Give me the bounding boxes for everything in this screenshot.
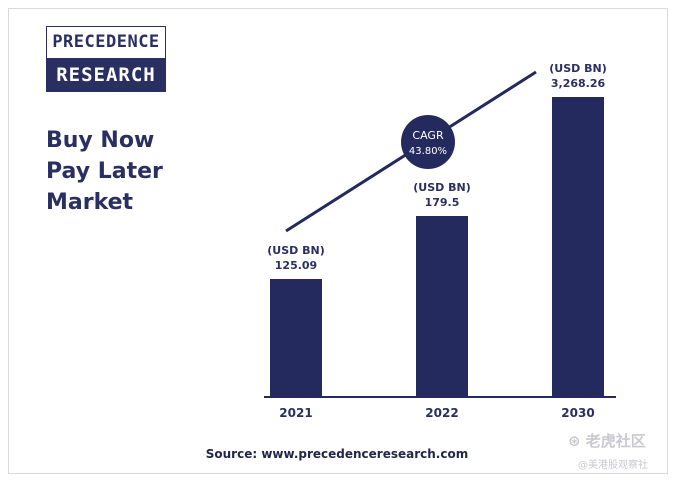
title-line-3: Market [46, 190, 134, 215]
cagr-value: 43.80% [409, 146, 447, 157]
bar-value-label-2021: 125.09 [275, 259, 317, 272]
chart-title: Buy Now Pay Later Market [46, 125, 226, 218]
logo-line-2: RESEARCH [46, 58, 166, 92]
bar-unit-label-2030: (USD BN) [549, 62, 606, 75]
bar-value-label-2022: 179.5 [425, 196, 460, 209]
bar-2021 [270, 279, 322, 397]
source-text: Source: www.precedenceresearch.com [205, 447, 469, 461]
bar-2030 [552, 97, 604, 397]
bar-2022 [416, 216, 468, 397]
logo-line-1: PRECEDENCE [46, 26, 166, 59]
cagr-bubble [401, 115, 455, 169]
bar-unit-label-2021: (USD BN) [267, 244, 324, 257]
x-tick-label-2022: 2022 [425, 406, 458, 420]
bar-value-label-2030: 3,268.26 [551, 77, 606, 90]
title-line-1: Buy Now [46, 128, 155, 153]
x-tick-label-2030: 2030 [561, 406, 594, 420]
watermark-sub: @美港股观察社 [578, 460, 648, 471]
cagr-label: CAGR [412, 129, 444, 142]
x-tick-label-2021: 2021 [279, 406, 312, 420]
bar-unit-label-2022: (USD BN) [413, 181, 470, 194]
watermark-main: ⊛ 老虎社区 [568, 432, 646, 450]
title-line-2: Pay Later [46, 159, 163, 184]
precedence-research-logo: PRECEDENCE RESEARCH [46, 26, 166, 92]
